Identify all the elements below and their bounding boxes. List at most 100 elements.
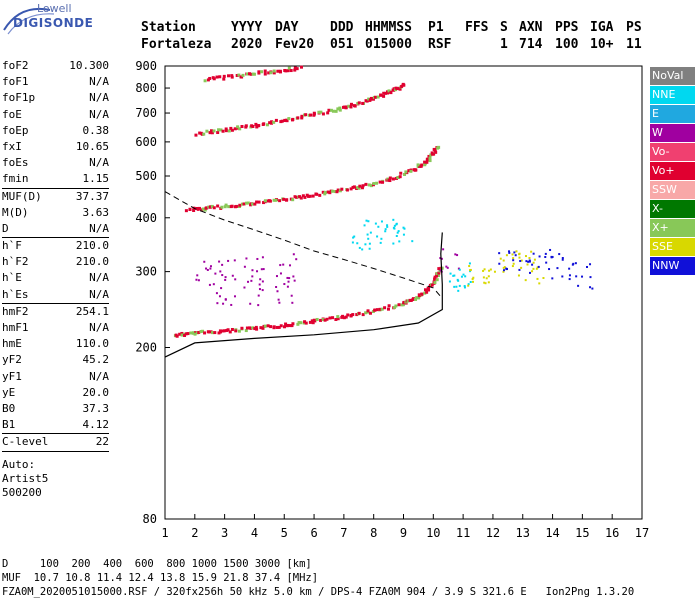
electron-density-profile: [164, 232, 443, 358]
echo-point: [456, 278, 459, 281]
echo-point: [220, 287, 223, 290]
echo-point: [387, 178, 391, 182]
echo-point: [531, 270, 534, 273]
echo-point: [352, 236, 355, 239]
echo-point: [561, 275, 564, 278]
echo-point: [249, 302, 252, 305]
logo-swoosh-icon: [3, 8, 55, 35]
autoscaling-info: Auto: Artist5 500200: [2, 452, 109, 500]
header-label-pps: PPS: [555, 20, 579, 35]
echo-point: [244, 124, 248, 128]
echo-point: [589, 276, 592, 279]
echo-point: [536, 277, 539, 280]
echo-point: [427, 288, 431, 292]
echo-point: [291, 117, 295, 121]
echo-point: [257, 124, 261, 128]
echo-point: [345, 188, 349, 192]
echo-point: [296, 116, 300, 120]
echo-point: [502, 270, 505, 273]
echo-point: [439, 269, 442, 272]
echo-point: [368, 247, 371, 250]
echo-point: [279, 324, 283, 328]
echo-point: [403, 227, 406, 230]
echo-point: [406, 299, 410, 303]
echo-point: [511, 265, 514, 268]
echo-point: [243, 265, 246, 268]
param-group-profile: hmF2 254.1 hmF1 N/A hmE 110.0 yF2 45.2 yF1 N/…: [2, 304, 109, 434]
param-key: B1: [2, 418, 16, 432]
legend-item-nne: NNE: [650, 86, 695, 104]
echo-point: [286, 323, 290, 327]
echo-point: [437, 145, 441, 149]
echo-point: [545, 261, 548, 264]
echo-point: [361, 101, 365, 105]
echo-point: [312, 111, 316, 115]
echo-point: [224, 127, 228, 131]
echo-point: [369, 231, 372, 234]
echo-point: [329, 108, 333, 112]
echo-point: [508, 251, 511, 254]
echo-point: [260, 70, 264, 74]
echo-point: [347, 104, 351, 108]
echo-point: [462, 273, 465, 276]
legend-item-vo-: Vo+: [650, 162, 695, 180]
echo-point: [518, 253, 521, 256]
echo-point: [433, 281, 437, 285]
echo-point: [278, 199, 282, 203]
echo-point: [323, 318, 327, 322]
echo-point: [455, 285, 458, 288]
echo-point: [293, 279, 296, 282]
y-tick-label: 200: [135, 341, 157, 355]
echo-point: [201, 207, 205, 211]
echo-point: [198, 131, 202, 135]
x-tick-label: 10: [426, 526, 440, 540]
echo-point: [591, 287, 594, 290]
echo-point: [230, 204, 234, 208]
param-row: foF1 N/A: [2, 74, 109, 90]
echo-point: [236, 125, 240, 129]
echo-point: [503, 266, 506, 269]
echo-point: [346, 313, 350, 317]
echo-point: [463, 286, 466, 289]
echo-point: [512, 259, 515, 262]
echo-point: [469, 268, 472, 271]
echo-point: [378, 180, 382, 184]
param-key: foEs: [2, 156, 29, 170]
divider: [2, 450, 109, 452]
echo-point: [216, 302, 219, 305]
echo-point: [237, 329, 241, 333]
echo-point: [532, 261, 535, 264]
echo-point: [454, 253, 457, 256]
footer-muf-row: MUF 10.7 10.8 11.4 12.4 13.8 15.9 21.8 3…: [2, 572, 319, 584]
echo-point: [574, 262, 577, 265]
y-tick-label: 800: [135, 81, 157, 95]
echo-point: [398, 175, 402, 179]
echo-point: [251, 124, 255, 128]
echo-point: [352, 185, 356, 189]
y-tick-label: 700: [135, 106, 157, 120]
echo-point: [334, 109, 338, 113]
echo-point: [261, 326, 265, 330]
echo-point: [442, 248, 445, 251]
param-group-confidence: C-level 22: [2, 434, 109, 450]
echo-point: [471, 278, 474, 281]
echo-point: [227, 74, 231, 78]
param-key: foF2: [2, 59, 29, 72]
header-value-ps: 11: [626, 37, 642, 52]
echo-point: [377, 225, 380, 228]
echo-point: [417, 293, 421, 297]
echo-point: [568, 274, 571, 277]
echo-point: [449, 272, 452, 275]
echo-point: [277, 325, 281, 329]
echo-point: [269, 325, 273, 329]
echo-point: [258, 288, 261, 291]
echo-point: [251, 275, 254, 278]
param-value: 10.65: [75, 139, 109, 153]
echo-point: [274, 198, 278, 202]
echo-point: [349, 105, 353, 109]
echo-point: [291, 198, 295, 202]
echo-point: [445, 265, 448, 268]
echo-point: [298, 195, 302, 199]
echo-point: [265, 123, 269, 127]
echo-point: [209, 267, 212, 270]
